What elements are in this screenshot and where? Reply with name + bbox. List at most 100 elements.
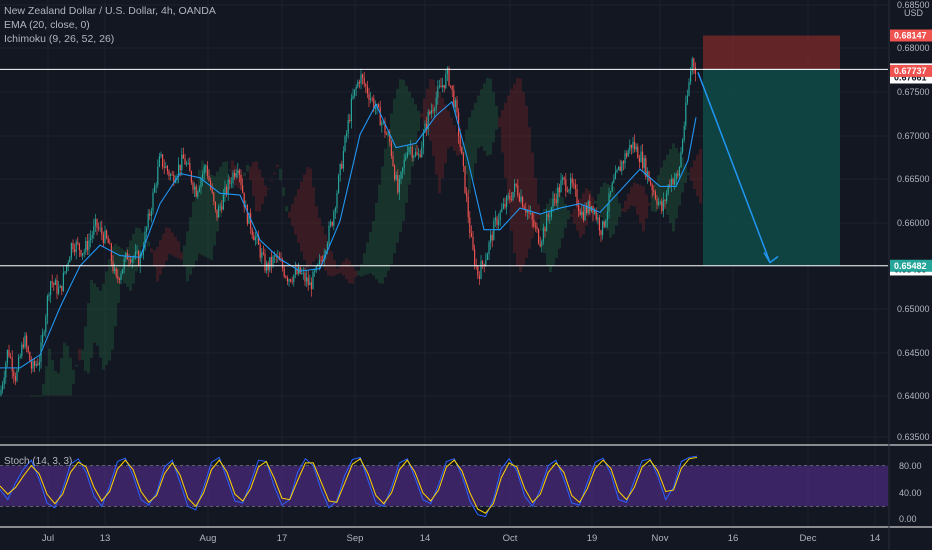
candle-body: [453, 90, 455, 108]
candle-body: [581, 211, 583, 216]
candle-body: [238, 170, 240, 175]
candle-body: [64, 271, 66, 273]
candle-body: [16, 370, 18, 381]
cloud-segment: [618, 203, 621, 217]
candle-body: [328, 225, 330, 244]
candle-body: [307, 277, 309, 286]
candle-body: [578, 205, 580, 211]
candle-body: [219, 206, 221, 207]
cloud-segment: [183, 245, 186, 267]
cloud-segment: [663, 160, 666, 207]
cloud-segment: [375, 202, 378, 280]
candle-body: [352, 95, 354, 99]
cloud-segment: [138, 228, 141, 260]
candle-body: [611, 182, 613, 192]
candle-body: [53, 283, 55, 285]
cloud-segment: [435, 85, 438, 175]
candle-body: [130, 260, 132, 263]
cloud-segment: [231, 160, 234, 178]
stoch-tick-label: 0.00: [899, 514, 917, 524]
candle-body: [147, 213, 149, 228]
candle-body: [637, 146, 639, 159]
candle-body: [384, 122, 386, 134]
candle-body: [534, 226, 536, 228]
candle-body: [93, 225, 95, 235]
horizontal-levels[interactable]: [0, 68, 888, 267]
cloud-segment: [57, 373, 60, 396]
cloud-segment: [489, 78, 492, 155]
candle-body: [181, 154, 183, 170]
cloud-segment: [480, 89, 483, 147]
cloud-segment: [54, 370, 57, 396]
candle-body: [90, 237, 92, 241]
candle-body: [70, 243, 72, 258]
candle-body: [131, 258, 133, 263]
price-tag-badge: [890, 29, 932, 42]
candle-body: [576, 189, 578, 206]
cloud-segment: [219, 166, 222, 218]
candle-body: [693, 58, 695, 67]
price-axis[interactable]: 0.68500 0.68000 0.67500 0.67000 0.66500 0.660…: [890, 0, 932, 442]
candle-body: [619, 166, 621, 172]
cloud-segment: [525, 105, 528, 258]
symbol-title: New Zealand Dollar / U.S. Dollar, 4h, OA…: [4, 5, 216, 17]
candle-body: [66, 264, 68, 272]
candle-body: [509, 195, 511, 200]
level-tag-badge: [890, 259, 932, 272]
candle-body: [24, 335, 26, 348]
cloud-segment: [642, 186, 645, 232]
candle-body: [422, 132, 424, 147]
candle-body: [80, 250, 82, 256]
cloud-segment: [258, 169, 261, 212]
candle-body: [406, 152, 408, 157]
candle-body: [490, 234, 492, 243]
stoch-legend: Stoch (14, 3, 3): [4, 456, 73, 467]
price-tag-text: 0.67661: [894, 72, 927, 82]
candle-body: [78, 243, 80, 251]
cloud-segment: [495, 105, 498, 130]
cloud-segment: [225, 161, 228, 186]
candle-body: [184, 158, 186, 165]
chart-legend: New Zealand Dollar / U.S. Dollar, 4h, OA…: [4, 4, 216, 46]
cloud-segment: [96, 287, 99, 346]
cloud-segment: [372, 221, 375, 276]
cloud-segment: [342, 261, 345, 276]
candle-body: [627, 150, 629, 157]
time-axis[interactable]: Jul 13 Aug 17 Sep 14 Oct 19 Nov 16 Dec 14: [42, 533, 880, 544]
cloud-segment: [531, 152, 534, 239]
candle-body: [299, 266, 301, 274]
cloud-segment: [387, 131, 390, 271]
candle-body: [283, 268, 285, 277]
candle-body: [546, 214, 548, 232]
candle-body: [467, 196, 469, 218]
candle-body: [549, 216, 551, 218]
cloud-segment: [315, 206, 318, 259]
candle-body: [512, 191, 514, 201]
candle-body: [477, 266, 479, 276]
price-candles: [0, 56, 696, 397]
candle-body: [416, 152, 418, 156]
candle-body: [158, 156, 160, 167]
cloud-segment: [177, 241, 180, 259]
candle-body: [229, 179, 231, 184]
candle-body: [107, 237, 109, 244]
candle-body: [152, 192, 154, 211]
candle-body: [678, 166, 680, 176]
cloud-segment: [159, 240, 162, 275]
candle-body: [600, 230, 602, 236]
candle-body: [59, 285, 61, 288]
time-tick-label: 14: [420, 533, 431, 544]
candle-body: [339, 164, 341, 176]
cloud-segment: [555, 188, 558, 258]
candle-body: [440, 85, 442, 88]
cloud-segment: [417, 110, 420, 132]
candle-body: [314, 271, 316, 273]
cloud-segment: [363, 253, 366, 276]
candle-body: [149, 213, 151, 216]
candle-body: [237, 170, 239, 173]
cloud-segment: [147, 241, 150, 247]
cloud-segment: [462, 142, 465, 156]
short-position-tool[interactable]: [697, 35, 840, 266]
candle-body: [216, 209, 218, 218]
